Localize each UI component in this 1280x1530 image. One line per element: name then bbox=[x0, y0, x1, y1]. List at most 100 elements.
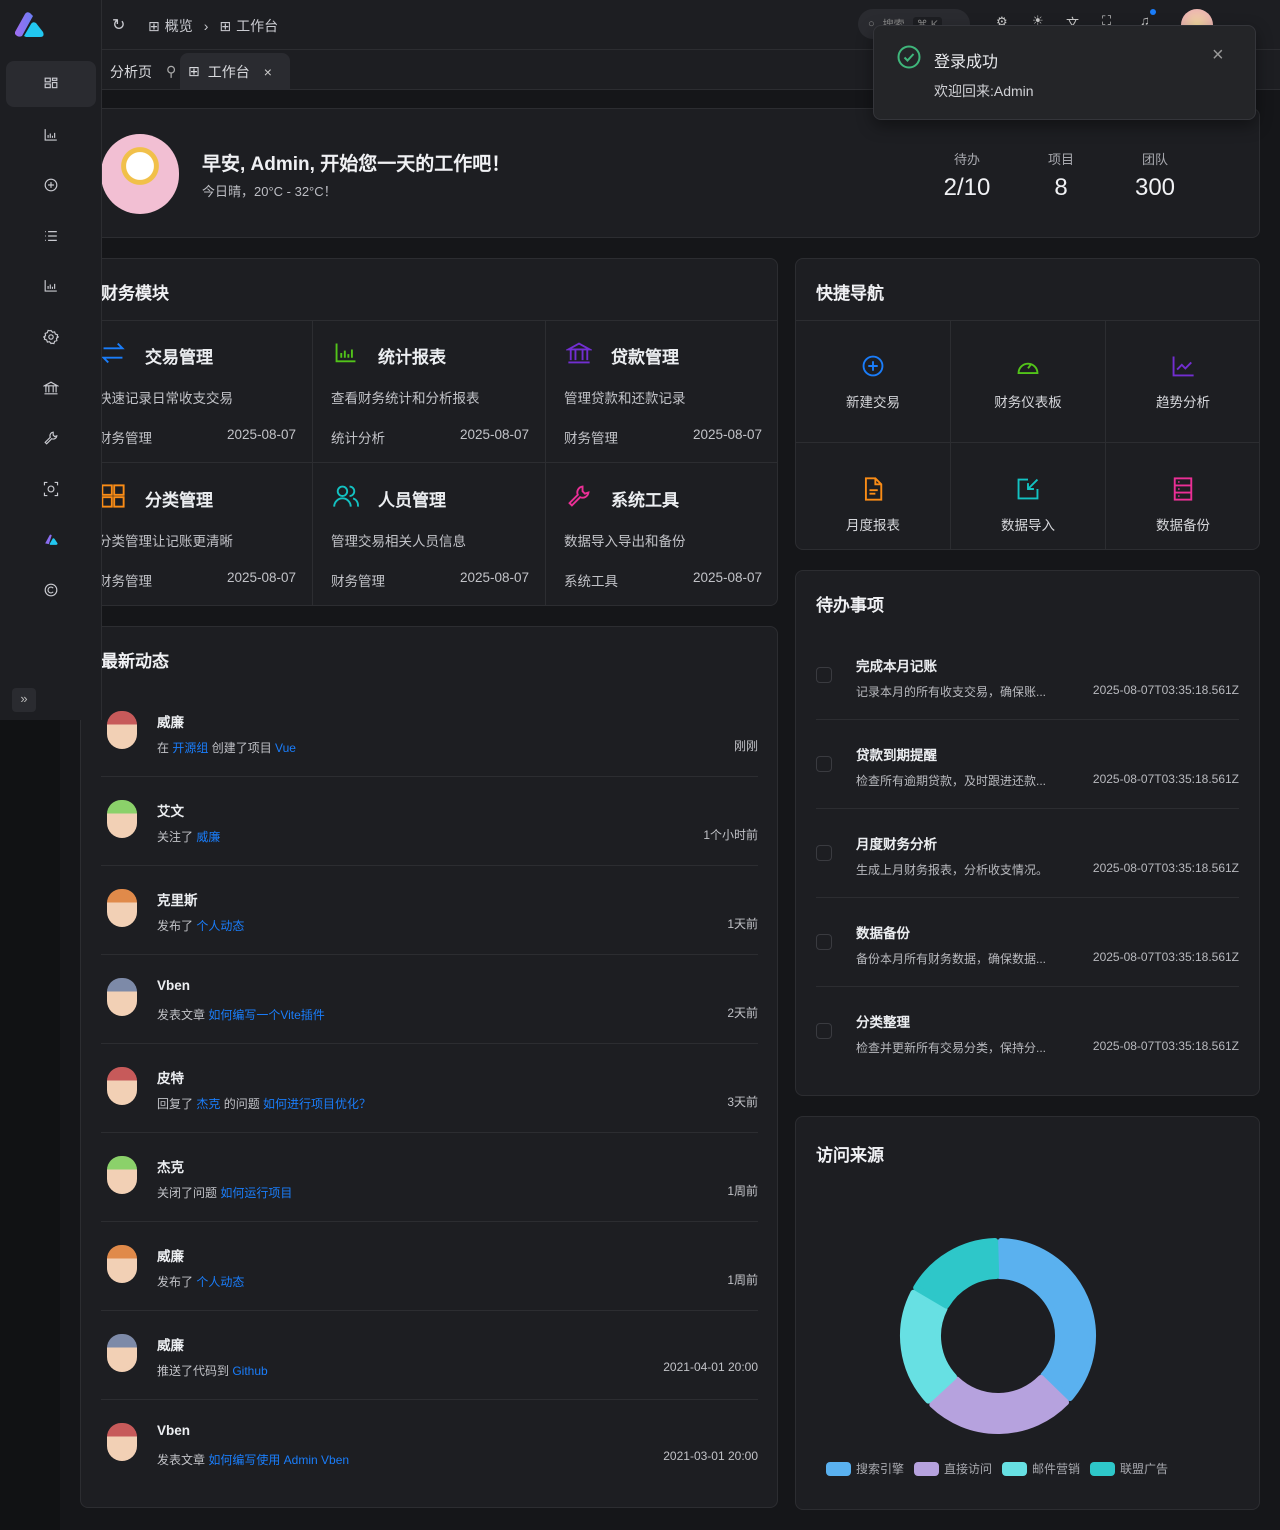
sidebar-item[interactable] bbox=[6, 365, 96, 411]
activity-link[interactable]: 如何编写一个Vite插件 bbox=[208, 1008, 325, 1022]
todo-title: 月度财务分析 bbox=[856, 837, 937, 852]
activity-link[interactable]: 如何编写使用 Admin Vben bbox=[208, 1453, 350, 1467]
toast-message: 欢迎回来:Admin bbox=[934, 83, 1034, 99]
todo-checkbox[interactable] bbox=[816, 667, 832, 683]
todo-checkbox[interactable] bbox=[816, 934, 832, 950]
sidebar-item[interactable] bbox=[6, 567, 96, 613]
bar-chart-icon bbox=[333, 340, 359, 366]
check-circle-icon bbox=[897, 45, 921, 69]
refresh-icon[interactable]: ↻ bbox=[112, 17, 126, 34]
breadcrumb-item[interactable]: 工作台 bbox=[236, 18, 279, 34]
avatar bbox=[107, 978, 137, 1016]
activity-link[interactable]: Vue bbox=[275, 741, 296, 755]
sidebar-item[interactable] bbox=[6, 263, 96, 309]
project-desc: 分类管理让记账更清晰 bbox=[98, 534, 233, 549]
legend-swatch bbox=[826, 1461, 851, 1476]
activity-link[interactable]: Github bbox=[232, 1364, 268, 1378]
todo-checkbox[interactable] bbox=[816, 756, 832, 772]
stat-1: 项目 8 bbox=[1011, 149, 1111, 202]
todo-title: 完成本月记账 bbox=[856, 659, 937, 674]
project-item[interactable]: 交易管理 快速记录日常收支交易 财务管理 2025-08-07 bbox=[81, 320, 313, 463]
quick-nav-item[interactable]: 月度报表 bbox=[796, 443, 951, 549]
activity-text-part: 关注了 bbox=[157, 830, 197, 844]
sidebar-item[interactable] bbox=[6, 415, 96, 461]
activity-time: 1周前 bbox=[727, 1184, 758, 1198]
quick-nav-item[interactable]: 数据备份 bbox=[1106, 443, 1259, 549]
activity-link[interactable]: 杰克 bbox=[196, 1097, 221, 1111]
tab-workspace[interactable]: ⊞ 工作台 × bbox=[180, 53, 290, 90]
project-date: 2025-08-07 bbox=[459, 427, 529, 442]
project-desc: 快速记录日常收支交易 bbox=[98, 391, 233, 406]
fullscreen-icon[interactable]: ⛶ bbox=[1102, 13, 1112, 28]
todo-checkbox[interactable] bbox=[816, 1023, 832, 1039]
bar-chart-icon bbox=[43, 278, 59, 294]
divider bbox=[101, 1310, 758, 1311]
project-desc: 管理交易相关人员信息 bbox=[331, 534, 466, 549]
legend-label: 直接访问 bbox=[944, 1462, 993, 1476]
logo-icon[interactable] bbox=[12, 10, 46, 38]
project-item[interactable]: 系统工具 数据导入导出和备份 系统工具 2025-08-07 bbox=[546, 463, 777, 605]
project-item[interactable]: 统计报表 查看财务统计和分析报表 统计分析 2025-08-07 bbox=[313, 320, 546, 463]
quick-nav-item[interactable]: 趋势分析 bbox=[1106, 320, 1259, 443]
activity-text-part: 在 bbox=[157, 741, 173, 755]
settings-icon[interactable]: ⚙ bbox=[996, 14, 1008, 29]
sidebar-item[interactable] bbox=[6, 466, 96, 512]
activity-link[interactable]: 个人动态 bbox=[196, 1275, 245, 1289]
project-date: 2025-08-07 bbox=[692, 570, 762, 585]
breadcrumb-item[interactable]: 概览 bbox=[164, 18, 193, 34]
sidebar-item[interactable] bbox=[6, 162, 96, 208]
sidebar-item[interactable] bbox=[6, 61, 96, 107]
card-title: 最新动态 bbox=[101, 652, 169, 671]
project-date: 2025-08-07 bbox=[226, 570, 296, 585]
todo-item: 完成本月记账 记录本月的所有收支交易，确保账... 2025-08-07T03:35… bbox=[816, 651, 1239, 740]
sidebar-item[interactable] bbox=[6, 516, 96, 562]
sidebar-item[interactable] bbox=[6, 112, 96, 158]
quick-nav-item[interactable]: 财务仪表板 bbox=[951, 320, 1106, 443]
activity-link[interactable]: 威廉 bbox=[196, 830, 221, 844]
project-date: 2025-08-07 bbox=[459, 570, 529, 585]
donut-slice-3[interactable] bbox=[913, 1238, 1000, 1309]
toast-title: 登录成功 bbox=[934, 54, 999, 71]
activity-user: 威廉 bbox=[157, 1338, 184, 1353]
expand-sidebar-button[interactable]: » bbox=[12, 688, 36, 712]
activity-time: 1天前 bbox=[727, 917, 758, 931]
activity-link[interactable]: 如何运行项目 bbox=[220, 1186, 293, 1200]
legend-item[interactable]: 直接访问 bbox=[914, 1460, 992, 1477]
bell-icon[interactable]: ♫ bbox=[1140, 9, 1156, 28]
theme-toggle-icon[interactable]: ☀ bbox=[1032, 13, 1044, 28]
activity-user: 威廉 bbox=[157, 715, 184, 730]
todo-checkbox[interactable] bbox=[816, 845, 832, 861]
legend-item[interactable]: 邮件营销 bbox=[1002, 1460, 1080, 1477]
wrench-icon bbox=[43, 430, 59, 446]
pin-icon[interactable]: ⚲ bbox=[166, 63, 177, 79]
search-icon: ○ bbox=[868, 18, 875, 30]
sidebar-item[interactable] bbox=[6, 314, 96, 360]
activity-item: Vben 发表文章 如何编写一个Vite插件 2天前 bbox=[101, 958, 758, 1047]
activity-link[interactable]: 开源组 bbox=[172, 741, 209, 755]
close-icon[interactable]: × bbox=[263, 63, 272, 80]
activity-link[interactable]: 个人动态 bbox=[196, 919, 245, 933]
copyright-icon bbox=[43, 582, 59, 598]
activity-link[interactable]: 如何进行项目优化？ bbox=[263, 1097, 372, 1111]
quick-nav-item[interactable]: 数据导入 bbox=[951, 443, 1106, 549]
plus-circle-icon bbox=[860, 353, 886, 379]
quick-nav-item[interactable]: 新建交易 bbox=[796, 320, 951, 443]
legend-item[interactable]: 联盟广告 bbox=[1090, 1460, 1168, 1477]
project-item[interactable]: 人员管理 管理交易相关人员信息 财务管理 2025-08-07 bbox=[313, 463, 546, 605]
project-item[interactable]: 分类管理 分类管理让记账更清晰 财务管理 2025-08-07 bbox=[81, 463, 313, 605]
legend-swatch bbox=[1090, 1461, 1116, 1476]
project-group: 系统工具 bbox=[564, 574, 618, 589]
activity-item: 皮特 回复了 杰克 的问题 如何进行项目优化？ 3天前 bbox=[101, 1047, 758, 1136]
tab-analytics[interactable]: 分析页 ⚲ bbox=[102, 53, 184, 90]
todo-desc: 记录本月的所有收支交易，确保账... bbox=[856, 685, 1047, 699]
close-icon[interactable]: × bbox=[1212, 44, 1224, 66]
project-item[interactable]: 贷款管理 管理贷款和还款记录 财务管理 2025-08-07 bbox=[546, 320, 777, 463]
donut-slice-1[interactable] bbox=[929, 1374, 1070, 1434]
sidebar-item[interactable] bbox=[6, 213, 96, 259]
donut-slice-0[interactable] bbox=[996, 1238, 1096, 1402]
activity-text-part: 回复了 bbox=[157, 1097, 197, 1111]
donut-slice-2[interactable] bbox=[900, 1289, 957, 1404]
card-title: 快捷导航 bbox=[816, 284, 884, 303]
swap-icon bbox=[100, 340, 126, 366]
legend-item[interactable]: 搜索引擎 bbox=[826, 1460, 904, 1477]
